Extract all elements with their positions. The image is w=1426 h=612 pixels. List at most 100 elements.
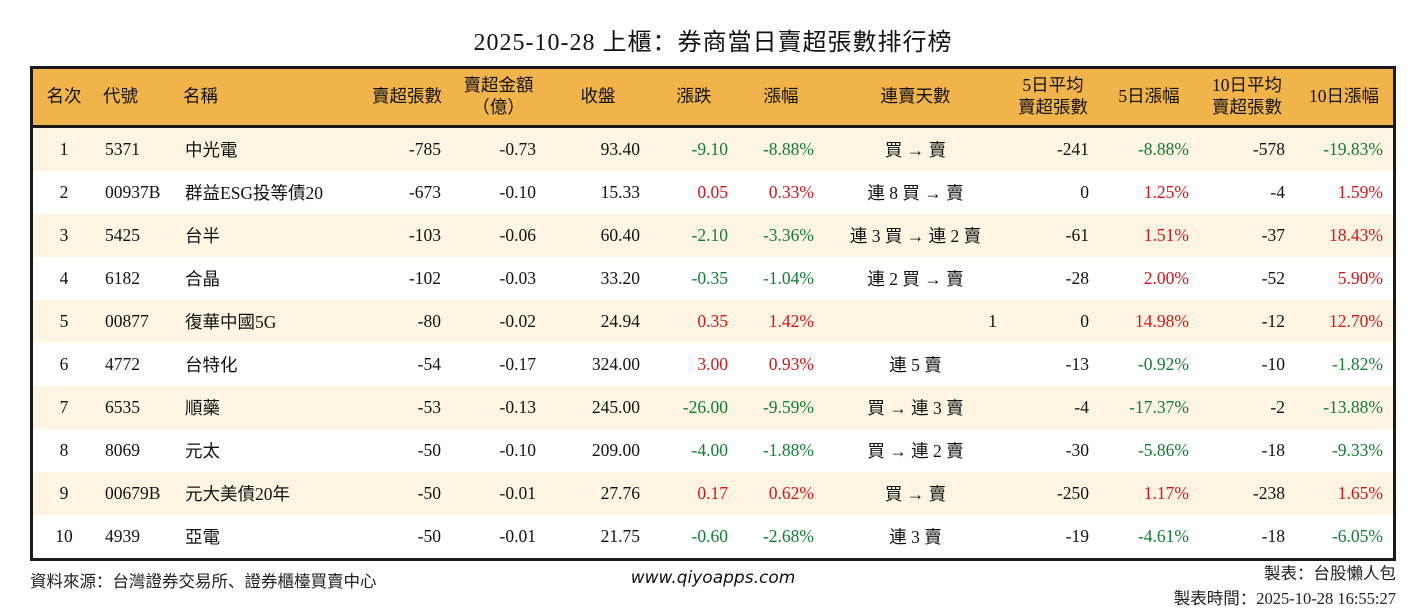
cell-avg5: -28 bbox=[1065, 268, 1089, 288]
cell-pct5: -8.88% bbox=[1137, 139, 1189, 159]
cell-avg10: -52 bbox=[1261, 268, 1285, 288]
table-row: 3 5425 台半 -103 -0.06 60.40 -2.10 -3.36% 連 3 買 → … bbox=[33, 214, 1393, 257]
col-header-sell_amount: 賣超金額 （億） bbox=[451, 69, 546, 128]
cell-avg5: -13 bbox=[1065, 354, 1089, 374]
cell-change_pct: 0.33% bbox=[768, 182, 814, 202]
table-header-row: 名次 代號 名稱 賣超張數 賣超金額 （億） 收盤 漲跌 漲幅 連賣天數 5日平均 賣超張數 5日漲… bbox=[33, 69, 1393, 128]
cell-sell_streak: 買 → 賣 bbox=[884, 140, 947, 160]
cell-code: 8069 bbox=[105, 440, 140, 460]
cell-sell_volume: -103 bbox=[408, 225, 441, 245]
cell-pct5: -0.92% bbox=[1137, 354, 1189, 374]
cell-change: 0.35 bbox=[697, 311, 728, 331]
cell-name: 復華中國5G bbox=[185, 312, 277, 332]
cell-sell_streak: 連 3 買 → 連 2 賣 bbox=[849, 226, 982, 246]
cell-sell_amount: -0.02 bbox=[499, 311, 536, 331]
cell-rank: 10 bbox=[55, 526, 73, 546]
cell-avg10: -37 bbox=[1261, 225, 1285, 245]
cell-code: 5425 bbox=[105, 225, 140, 245]
cell-close: 27.76 bbox=[600, 483, 640, 503]
table-row: 4 6182 合晶 -102 -0.03 33.20 -0.35 -1.04% 連 2 買 → … bbox=[33, 257, 1393, 300]
cell-sell_streak: 買 → 連 2 賣 bbox=[867, 441, 964, 461]
data-source-note: 資料來源：台灣證券交易所、證券櫃檯買賣中心 bbox=[30, 572, 377, 591]
cell-code: 00937B bbox=[105, 182, 161, 202]
table-header: 名次 代號 名稱 賣超張數 賣超金額 （億） 收盤 漲跌 漲幅 連賣天數 5日平均 賣超張數 5日漲… bbox=[33, 69, 1393, 128]
cell-close: 60.40 bbox=[600, 225, 640, 245]
cell-pct10: -9.33% bbox=[1331, 440, 1383, 460]
cell-sell_volume: -673 bbox=[408, 182, 441, 202]
cell-rank: 7 bbox=[59, 397, 69, 417]
cell-change_pct: 0.93% bbox=[768, 354, 814, 374]
cell-sell_amount: -0.13 bbox=[499, 397, 536, 417]
table-body: 1 5371 中光電 -785 -0.73 93.40 -9.10 -8.88% 買 → 賣 -2… bbox=[33, 126, 1393, 558]
cell-name: 亞電 bbox=[185, 527, 220, 547]
page-title: 2025-10-28 上櫃：券商當日賣超張數排行榜 bbox=[473, 30, 953, 56]
cell-close: 15.33 bbox=[600, 182, 640, 202]
cell-pct10: -1.82% bbox=[1331, 354, 1383, 374]
col-header-sell_streak: 連賣天數 bbox=[824, 69, 1007, 128]
cell-avg10: -2 bbox=[1270, 397, 1285, 417]
cell-pct10: 5.90% bbox=[1337, 268, 1383, 288]
ranking-table-container: 名次 代號 名稱 賣超張數 賣超金額 （億） 收盤 漲跌 漲幅 連賣天數 5日平均 賣超張數 5日漲… bbox=[30, 66, 1396, 561]
cell-code: 4772 bbox=[105, 354, 140, 374]
cell-rank: 2 bbox=[59, 182, 69, 202]
cell-sell_streak: 連 5 賣 bbox=[889, 355, 942, 375]
cell-change: 0.17 bbox=[697, 483, 728, 503]
cell-avg5: -4 bbox=[1074, 397, 1089, 417]
cell-sell_streak: 買 → 賣 bbox=[884, 484, 947, 504]
cell-name: 合晶 bbox=[185, 269, 220, 289]
cell-change: -4.00 bbox=[691, 440, 728, 460]
cell-avg10: -238 bbox=[1252, 483, 1285, 503]
cell-sell_amount: -0.73 bbox=[499, 139, 536, 159]
cell-sell_streak: 連 8 買 → 賣 bbox=[867, 183, 964, 203]
cell-sell_amount: -0.01 bbox=[499, 483, 536, 503]
cell-rank: 1 bbox=[59, 139, 69, 159]
col-header-pct10: 10日漲幅 bbox=[1295, 69, 1393, 128]
cell-sell_volume: -785 bbox=[408, 139, 441, 159]
cell-close: 245.00 bbox=[591, 397, 640, 417]
cell-change_pct: -8.88% bbox=[762, 139, 814, 159]
col-header-change: 漲跌 bbox=[650, 69, 738, 128]
cell-pct5: -17.37% bbox=[1129, 397, 1189, 417]
cell-close: 209.00 bbox=[591, 440, 640, 460]
ranking-table: 名次 代號 名稱 賣超張數 賣超金額 （億） 收盤 漲跌 漲幅 連賣天數 5日平均 賣超張數 5日漲… bbox=[33, 69, 1393, 558]
cell-rank: 5 bbox=[59, 311, 69, 331]
cell-change_pct: 0.62% bbox=[768, 483, 814, 503]
cell-avg5: -61 bbox=[1065, 225, 1089, 245]
cell-pct10: 1.59% bbox=[1337, 182, 1383, 202]
table-row: 6 4772 台特化 -54 -0.17 324.00 3.00 0.93% 連 5 賣 -13 -… bbox=[33, 343, 1393, 386]
cell-code: 4939 bbox=[105, 526, 140, 546]
report-credits: 製表：台股懶人包 製表時間：2025-10-28 16:55:27 bbox=[1174, 562, 1396, 612]
cell-rank: 8 bbox=[59, 440, 69, 460]
cell-change: -26.00 bbox=[682, 397, 728, 417]
cell-avg5: -250 bbox=[1056, 483, 1089, 503]
cell-close: 93.40 bbox=[600, 139, 640, 159]
cell-rank: 6 bbox=[59, 354, 69, 374]
cell-avg5: -241 bbox=[1056, 139, 1089, 159]
cell-sell_volume: -50 bbox=[417, 526, 441, 546]
cell-change: 0.05 bbox=[697, 182, 728, 202]
cell-avg10: -18 bbox=[1261, 526, 1285, 546]
cell-pct10: -19.83% bbox=[1323, 139, 1383, 159]
cell-pct5: 2.00% bbox=[1143, 268, 1189, 288]
col-header-avg5: 5日平均 賣超張數 bbox=[1007, 69, 1099, 128]
cell-code: 00679B bbox=[105, 483, 161, 503]
col-header-name: 名稱 bbox=[175, 69, 363, 128]
cell-change_pct: -3.36% bbox=[762, 225, 814, 245]
cell-sell_streak: 買 → 連 3 賣 bbox=[867, 398, 964, 418]
cell-change: -0.60 bbox=[691, 526, 728, 546]
cell-name: 順藥 bbox=[185, 398, 220, 418]
website-label: www.qiyoapps.com bbox=[630, 568, 796, 588]
col-header-pct5: 5日漲幅 bbox=[1099, 69, 1199, 128]
col-header-change_pct: 漲幅 bbox=[738, 69, 824, 128]
cell-close: 324.00 bbox=[591, 354, 640, 374]
cell-change_pct: -1.04% bbox=[762, 268, 814, 288]
cell-rank: 4 bbox=[59, 268, 69, 288]
cell-name: 中光電 bbox=[185, 140, 238, 160]
cell-change: -2.10 bbox=[691, 225, 728, 245]
cell-avg10: -12 bbox=[1261, 311, 1285, 331]
cell-change: -9.10 bbox=[691, 139, 728, 159]
cell-pct5: -5.86% bbox=[1137, 440, 1189, 460]
cell-sell_volume: -53 bbox=[417, 397, 441, 417]
cell-code: 6182 bbox=[105, 268, 140, 288]
cell-name: 群益ESG投等債20 bbox=[185, 183, 324, 203]
